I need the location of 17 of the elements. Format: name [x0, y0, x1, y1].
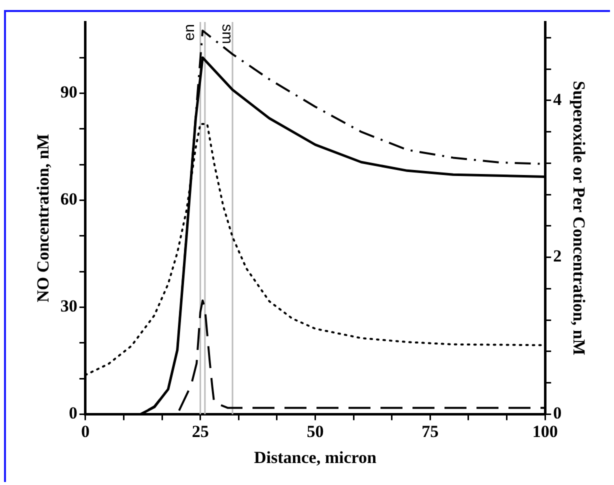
- y-tick-label: 0: [68, 404, 78, 423]
- x-axis-title: Distance, micron: [254, 448, 378, 468]
- ref-line-label: sm: [218, 24, 236, 44]
- y2-tick-label: 4: [553, 90, 562, 109]
- ref-line-label: en: [180, 24, 198, 41]
- x-tick-label: 75: [422, 422, 439, 441]
- y-axis-title: NO Concentration, nM: [34, 134, 53, 302]
- x-tick-label: 50: [306, 422, 324, 441]
- x-tick-label: 25: [192, 422, 209, 441]
- y2-tick-label: 2: [553, 246, 562, 266]
- y-tick-label: 30: [60, 296, 78, 316]
- y-tick-label: 90: [60, 82, 78, 102]
- y-tick-label: 60: [60, 190, 78, 209]
- y2-axis-title: Superoxide or Per Concentration, nM: [569, 80, 588, 356]
- x-tick-label: 100: [532, 422, 558, 441]
- y2-tick-label: 0: [553, 404, 562, 423]
- x-tick-label: 0: [81, 422, 90, 441]
